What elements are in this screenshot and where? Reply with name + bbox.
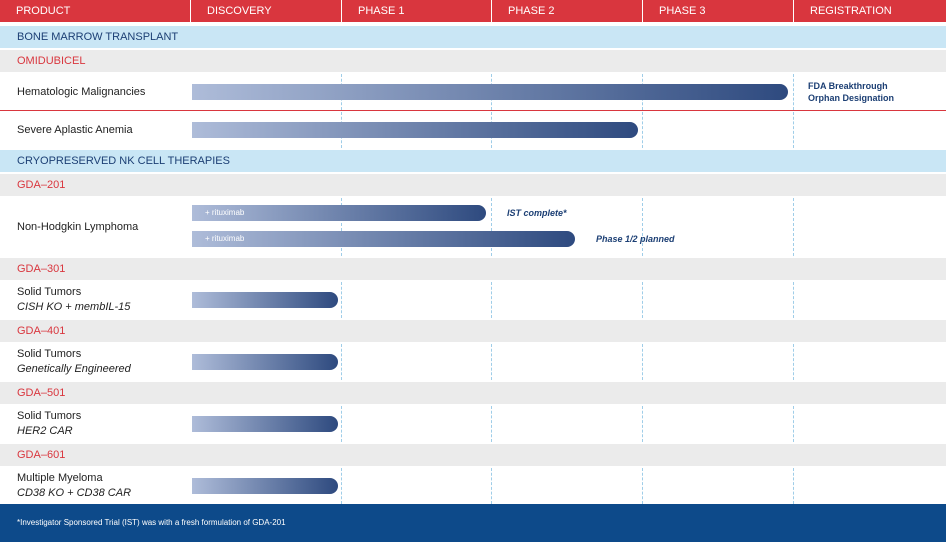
indication-detail: HER2 CAR	[17, 425, 73, 437]
stage-divider	[642, 198, 643, 256]
section-title: CRYOPRESERVED NK CELL THERAPIES	[0, 150, 946, 172]
bar-note: Phase 1/2 planned	[596, 234, 675, 244]
indication-name: Solid Tumors CISH KO + membIL-15	[17, 282, 130, 318]
column-header: PRODUCT	[16, 5, 71, 17]
indication-name: Solid Tumors Genetically Engineered	[17, 344, 131, 380]
indication-detail: CISH KO + membIL-15	[17, 301, 131, 313]
bar-note: IST complete*	[507, 208, 567, 218]
column-header: DISCOVERY	[190, 0, 341, 22]
program-name: GDA–201	[0, 174, 946, 196]
stage-divider	[341, 468, 342, 504]
stage-divider	[642, 406, 643, 442]
stage-divider	[793, 406, 794, 442]
indication-row	[0, 406, 946, 442]
progress-bar	[192, 478, 338, 494]
stage-divider	[793, 112, 794, 148]
indication-label: Solid Tumors	[17, 410, 82, 422]
stage-divider	[341, 406, 342, 442]
progress-bar	[192, 416, 338, 432]
indication-name: Hematologic Malignancies	[17, 74, 145, 110]
indication-row	[0, 468, 946, 504]
progress-bar: + rituximab	[192, 205, 486, 221]
stage-divider	[793, 344, 794, 380]
indication-row	[0, 282, 946, 318]
indication-detail: Genetically Engineered	[17, 363, 131, 375]
indication-label: Multiple Myeloma	[17, 472, 103, 484]
column-header: REGISTRATION	[793, 0, 946, 22]
stage-divider	[341, 344, 342, 380]
stage-divider	[793, 282, 794, 318]
indication-label: Solid Tumors	[17, 348, 82, 360]
indication-label: Severe Aplastic Anemia	[17, 123, 133, 136]
indication-name: Solid Tumors HER2 CAR	[17, 406, 81, 442]
indication-name: Non-Hodgkin Lymphoma	[17, 198, 138, 256]
stage-divider	[642, 112, 643, 148]
stage-divider	[793, 198, 794, 256]
stage-divider	[793, 468, 794, 504]
progress-bar	[192, 292, 338, 308]
program-name: GDA–601	[0, 444, 946, 466]
indication-label: Non-Hodgkin Lymphoma	[17, 220, 139, 233]
progress-bar: + rituximab	[192, 231, 575, 247]
progress-bar	[192, 122, 638, 138]
stage-divider	[642, 282, 643, 318]
column-header: PHASE 2	[491, 0, 642, 22]
stage-divider	[642, 344, 643, 380]
registration-note: FDA Breakthrough	[808, 81, 888, 91]
row-separator	[0, 110, 946, 111]
registration-note: Orphan Designation	[808, 93, 895, 103]
program-name: OMIDUBICEL	[0, 50, 946, 72]
header-bar	[0, 0, 946, 22]
progress-bar	[192, 84, 788, 100]
indication-row	[0, 344, 946, 380]
stage-divider	[491, 406, 492, 442]
stage-divider	[491, 198, 492, 256]
section-title: BONE MARROW TRANSPLANT	[0, 26, 946, 48]
column-header: PHASE 3	[642, 0, 793, 22]
indication-name: Multiple Myeloma CD38 KO + CD38 CAR	[17, 468, 131, 504]
column-header: PHASE 1	[341, 0, 491, 22]
program-name: GDA–501	[0, 382, 946, 404]
footnote: *Investigator Sponsored Trial (IST) was …	[0, 504, 946, 542]
stage-divider	[341, 282, 342, 318]
program-name: GDA–401	[0, 320, 946, 342]
progress-bar	[192, 354, 338, 370]
indication-name: Severe Aplastic Anemia	[17, 112, 133, 148]
stage-divider	[793, 74, 794, 110]
stage-divider	[341, 198, 342, 256]
stage-divider	[491, 344, 492, 380]
stage-divider	[642, 468, 643, 504]
indication-detail: CD38 KO + CD38 CAR	[17, 487, 132, 499]
program-name: GDA–301	[0, 258, 946, 280]
indication-label: Hematologic Malignancies	[17, 85, 146, 98]
stage-divider	[491, 468, 492, 504]
stage-divider	[491, 282, 492, 318]
indication-label: Solid Tumors	[17, 286, 82, 298]
